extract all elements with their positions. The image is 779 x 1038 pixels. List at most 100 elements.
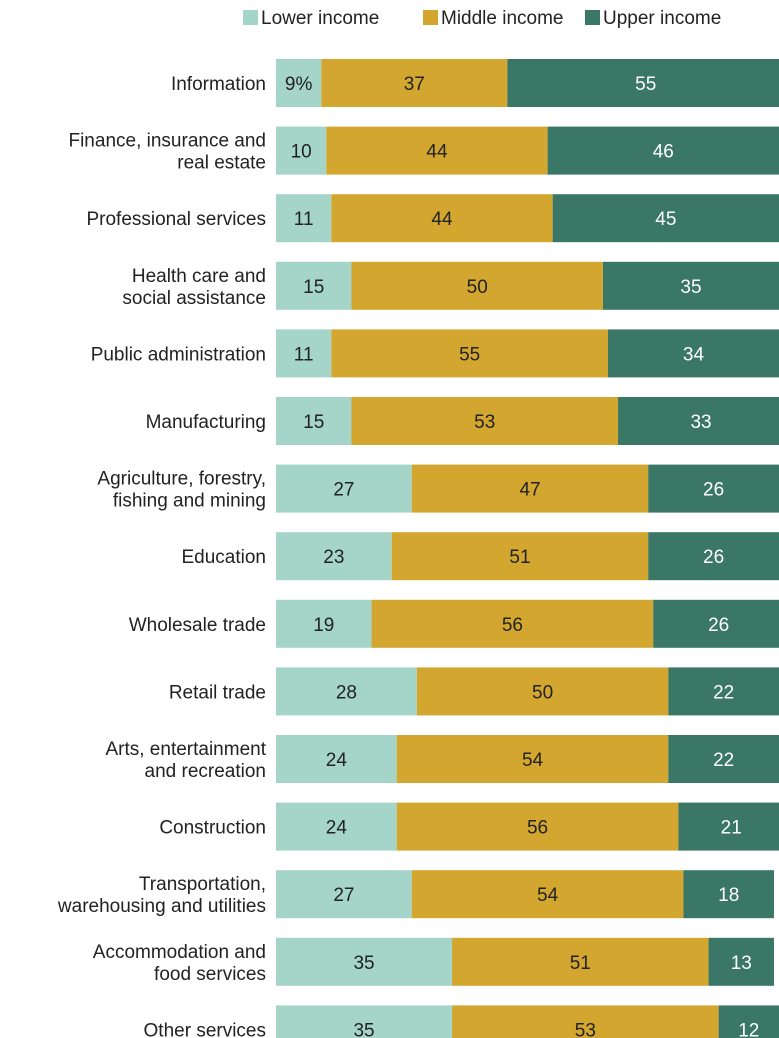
bar-segment-middle-income [391, 532, 649, 581]
data-label: 12 [738, 1020, 759, 1038]
category-label: Information [171, 74, 266, 95]
bar-segment-middle-income [331, 194, 553, 243]
bar-segment-lower-income [276, 735, 397, 783]
data-label: 54 [537, 885, 559, 906]
data-label: 33 [690, 412, 711, 433]
bar-segment-upper-income [708, 937, 774, 986]
bar-segment-lower-income [276, 870, 412, 919]
category-label: real estate [177, 153, 266, 174]
data-label: 27 [333, 480, 354, 501]
bar-segment-upper-income [507, 59, 779, 107]
bar-segment-middle-income [411, 464, 649, 513]
data-label: 35 [680, 277, 701, 298]
bar-segment-lower-income [276, 1005, 453, 1038]
bar-segment-upper-income [683, 870, 774, 919]
category-label: Other services [144, 1020, 266, 1038]
bar-segment-upper-income [718, 1005, 779, 1038]
bar-segment-lower-income [276, 937, 453, 986]
bar-segment-middle-income [321, 59, 508, 107]
data-label: 24 [326, 818, 348, 839]
bar-segment-lower-income [276, 464, 412, 513]
category-label: Finance, insurance and [68, 131, 266, 152]
data-label: 53 [575, 1020, 596, 1038]
category-label: and recreation [145, 761, 266, 782]
bar-segment-upper-income [653, 599, 779, 648]
category-label: fishing and mining [113, 491, 266, 512]
bar-segment-lower-income [276, 261, 352, 310]
category-label: food services [154, 964, 266, 985]
data-label: 44 [426, 142, 448, 163]
legend-swatch-lower-income [243, 10, 258, 25]
data-label: 11 [294, 344, 314, 365]
bar-segment-middle-income [452, 1005, 719, 1038]
category-label: Manufacturing [146, 412, 266, 433]
data-label: 46 [653, 142, 674, 163]
data-label: 45 [655, 209, 676, 230]
data-label: 15 [303, 412, 324, 433]
data-label: 50 [467, 277, 488, 298]
data-label: 56 [502, 615, 523, 636]
data-label: 10 [291, 142, 312, 163]
bar-segment-lower-income [276, 802, 397, 851]
data-label: 22 [713, 750, 734, 771]
data-label: 26 [708, 615, 729, 636]
category-label: Education [181, 547, 266, 568]
data-label: 50 [532, 682, 553, 703]
bar-segment-middle-income [331, 329, 608, 378]
data-label: 51 [509, 547, 530, 568]
data-label: 19 [313, 615, 334, 636]
bar-segment-lower-income [276, 329, 332, 378]
bar-segment-middle-income [351, 261, 603, 310]
data-label: 9% [285, 74, 313, 95]
bar-segment-upper-income [547, 126, 779, 175]
bar-segment-lower-income [276, 194, 332, 243]
data-label: 15 [303, 277, 324, 298]
data-label: 51 [570, 953, 591, 974]
bar-segment-middle-income [452, 937, 709, 986]
data-label: 27 [333, 885, 354, 906]
data-label: 55 [459, 344, 480, 365]
bar-segment-middle-income [326, 126, 548, 175]
bar-segment-lower-income [276, 599, 372, 648]
legend-label-upper-income: Upper income [603, 8, 721, 29]
bar-segment-upper-income [607, 329, 779, 378]
data-label: 56 [527, 818, 548, 839]
bars: 9% 37 55 10 44 46 11 44 45 15 50 35 11 55 34 15 53 33 27 47… [276, 59, 779, 1038]
bar-segment-lower-income [276, 126, 327, 175]
data-label: 44 [431, 209, 453, 230]
legend-swatch-upper-income [585, 10, 600, 25]
bar-segment-middle-income [396, 735, 669, 783]
data-label: 23 [323, 547, 344, 568]
data-label: 55 [635, 74, 656, 95]
bar-segment-upper-income [668, 667, 779, 716]
category-label: Agriculture, forestry, [97, 469, 266, 490]
data-label: 22 [713, 682, 734, 703]
data-label: 26 [703, 547, 724, 568]
data-label: 53 [474, 412, 495, 433]
data-label: 24 [326, 750, 348, 771]
data-label: 35 [353, 953, 374, 974]
bar-segment-lower-income [276, 59, 322, 107]
data-label: 47 [519, 480, 540, 501]
data-label: 28 [336, 682, 357, 703]
bar-segment-upper-income [618, 397, 779, 445]
category-label: Construction [159, 818, 266, 839]
bar-segment-middle-income [396, 802, 679, 851]
category-label: Wholesale trade [129, 615, 266, 636]
legend-swatch-middle-income [423, 10, 438, 25]
category-label: Accommodation and [93, 942, 266, 963]
bar-segment-lower-income [276, 667, 417, 716]
bar-segment-upper-income [552, 194, 779, 243]
bar-segment-lower-income [276, 397, 352, 445]
data-label: 37 [404, 74, 425, 95]
legend-label-middle-income: Middle income [441, 8, 564, 29]
bar-segment-upper-income [648, 532, 779, 581]
data-label: 13 [731, 953, 752, 974]
bar-segment-middle-income [411, 870, 684, 919]
data-label: 21 [721, 818, 742, 839]
category-label: social assistance [122, 288, 266, 309]
data-label: 34 [683, 344, 705, 365]
bar-segment-upper-income [668, 735, 779, 783]
